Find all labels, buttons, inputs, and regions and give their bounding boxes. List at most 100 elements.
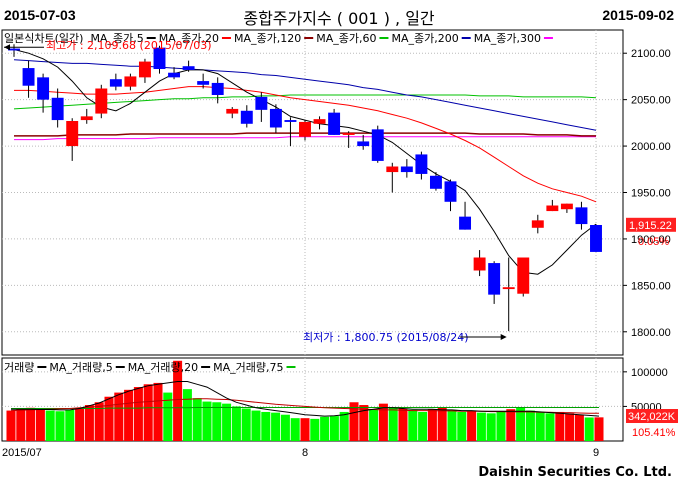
- volume-bar: [202, 401, 212, 441]
- volume-bar: [300, 418, 310, 441]
- x-tick-label: 8: [302, 447, 308, 459]
- candle-up: [313, 119, 326, 124]
- candle-up: [226, 108, 239, 114]
- low-annotation: 최저가 : 1,800.75 (2015/08/24): [303, 331, 469, 344]
- volume-bar: [555, 411, 565, 441]
- candle-down: [415, 154, 428, 174]
- candle-down: [328, 112, 341, 135]
- volume-bar: [486, 413, 496, 441]
- candle-down: [37, 77, 50, 100]
- volume-ma75-line: [11, 407, 599, 409]
- candle-up: [299, 121, 311, 137]
- volume-bar: [182, 389, 192, 441]
- candle-down: [357, 141, 370, 147]
- candle-up: [386, 166, 399, 173]
- volume-bar: [574, 414, 584, 441]
- price-tick-label: 1850.00: [631, 280, 671, 292]
- volume-bar: [565, 413, 575, 441]
- x-tick-label: 9: [593, 447, 599, 459]
- candle-up: [546, 205, 559, 212]
- volume-bar: [427, 409, 437, 441]
- volume-bar: [594, 417, 604, 441]
- volume-legend-label: MA_거래량,75: [213, 361, 283, 374]
- candle-down: [459, 216, 472, 230]
- low-pointer-arrow: [500, 334, 507, 340]
- volume-legend-label: MA_거래량,5: [49, 361, 112, 374]
- volume-pct-label: 105.41%: [632, 427, 676, 439]
- x-tick-label: 2015/07: [2, 447, 42, 459]
- volume-bar: [241, 408, 251, 441]
- volume-bar: [329, 416, 339, 441]
- volume-bar: [408, 409, 418, 441]
- volume-bar: [26, 407, 36, 441]
- price-tick-label: 2050.00: [631, 95, 671, 107]
- last-volume-label: 342,022K: [628, 411, 676, 423]
- volume-bar: [388, 407, 398, 441]
- volume-bar: [143, 384, 153, 441]
- volume-bar: [467, 410, 477, 441]
- volume-bar: [212, 402, 222, 441]
- price-legend-label: MA_종가,200: [391, 32, 458, 45]
- candle-down: [444, 181, 457, 202]
- candle-down: [590, 225, 602, 252]
- volume-bar: [447, 409, 457, 441]
- price-legend-label: MA_종가,60: [316, 32, 376, 45]
- price-gridlines: [2, 30, 623, 355]
- candle-up: [80, 116, 93, 121]
- price-tick-label: 1950.00: [631, 188, 671, 200]
- chart-title: 종합주가지수 ( 001 ) , 일간: [243, 9, 435, 28]
- volume-bar: [133, 387, 143, 441]
- volume-bar: [496, 411, 506, 441]
- candle-down: [400, 166, 413, 173]
- volume-bar: [310, 418, 320, 441]
- change-pct-label: 0.05%: [638, 236, 669, 248]
- volume-bar: [55, 411, 65, 441]
- candle-down: [109, 79, 122, 87]
- volume-bar: [349, 402, 359, 441]
- volume-bar: [94, 402, 104, 441]
- price-legend-label: MA_종가,20: [159, 32, 219, 45]
- price-legend-label: 일본식차트(일간): [4, 31, 83, 45]
- volume-bar: [584, 417, 594, 441]
- volume-bar: [6, 410, 16, 441]
- candle-up: [95, 88, 108, 114]
- candle-down: [153, 47, 166, 69]
- volume-tick-label: 100000: [631, 367, 668, 379]
- volume-legend-label: 거래량: [4, 361, 34, 374]
- chart-frame: [1, 29, 624, 442]
- high-pointer-arrow: [4, 44, 10, 51]
- volume-bar: [124, 389, 134, 441]
- volume-bars: [6, 360, 604, 441]
- candle-down: [255, 96, 268, 110]
- price-tick-label: 2100.00: [631, 48, 671, 60]
- price-legend-label: MA_종가,5: [90, 32, 143, 45]
- volume-bar: [222, 403, 232, 441]
- volume-bar: [418, 411, 428, 441]
- volume-bar: [271, 412, 281, 441]
- volume-bar: [231, 406, 241, 441]
- candle-down: [240, 110, 253, 124]
- volume-bar: [320, 416, 330, 441]
- candle-down: [488, 263, 501, 295]
- volume-bar: [378, 403, 388, 441]
- volume-bar: [516, 407, 526, 441]
- candle-up: [124, 76, 137, 87]
- volume-bar: [545, 413, 555, 441]
- candle-up: [517, 257, 530, 294]
- price-legend-label: MA_종가,300: [474, 32, 541, 45]
- volume-bar: [45, 410, 55, 441]
- volume-bar: [457, 411, 467, 441]
- volume-bar: [476, 412, 486, 441]
- last-price-label: 1,915.22: [629, 220, 672, 232]
- volume-bar: [173, 360, 183, 441]
- candles: [8, 44, 602, 332]
- volume-bar: [398, 408, 408, 441]
- volume-bar: [437, 407, 447, 441]
- price-tick-label: 1900.00: [631, 234, 671, 246]
- volume-legend-label: MA_거래량,20: [128, 361, 198, 374]
- volume-legend: 거래량 MA_거래량,5 MA_거래량,20 MA_거래량,75: [4, 361, 296, 374]
- candle-up: [138, 61, 151, 78]
- volume-bar: [192, 398, 202, 441]
- candle-up: [342, 133, 355, 135]
